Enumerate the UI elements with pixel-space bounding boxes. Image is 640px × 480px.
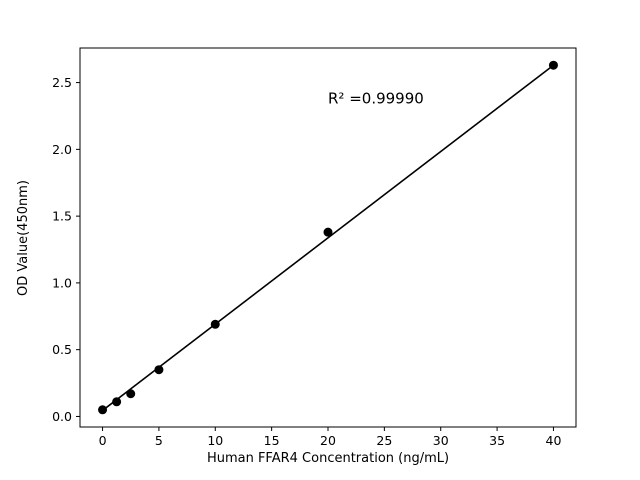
y-tick-label: 1.5 (52, 209, 72, 224)
fit-line (102, 64, 554, 412)
data-point (112, 397, 122, 407)
x-tick-label: 20 (320, 433, 336, 448)
y-tick-label: 2.5 (52, 75, 72, 90)
x-tick-label: 10 (207, 433, 223, 448)
plot-area: 0 5 10 15 20 25 30 35 40 0.0 0.5 1.0 1.5 2.0 2.5 (52, 47, 577, 448)
x-tick-label: 35 (489, 433, 505, 448)
data-point (154, 365, 164, 375)
x-tick-label: 40 (546, 433, 562, 448)
data-point (548, 60, 558, 70)
y-tick-label: 2.0 (52, 142, 72, 157)
y-tick-label: 1.0 (52, 275, 72, 290)
y-axis-label: OD Value(450nm) (16, 180, 31, 296)
data-point (98, 405, 108, 415)
x-tick-label: 15 (264, 433, 280, 448)
r-squared-annotation: R² =0.99990 (328, 90, 424, 108)
x-tick-label: 0 (99, 433, 107, 448)
x-tick-label: 5 (155, 433, 163, 448)
y-tick-label: 0.0 (52, 409, 72, 424)
x-tick-label: 25 (376, 433, 392, 448)
data-point (323, 227, 333, 237)
x-axis-label: Human FFAR4 Concentration (ng/mL) (207, 451, 449, 466)
data-point (210, 319, 220, 329)
x-tick-label: 30 (433, 433, 449, 448)
y-tick-label: 0.5 (52, 342, 72, 357)
data-point (126, 389, 136, 399)
